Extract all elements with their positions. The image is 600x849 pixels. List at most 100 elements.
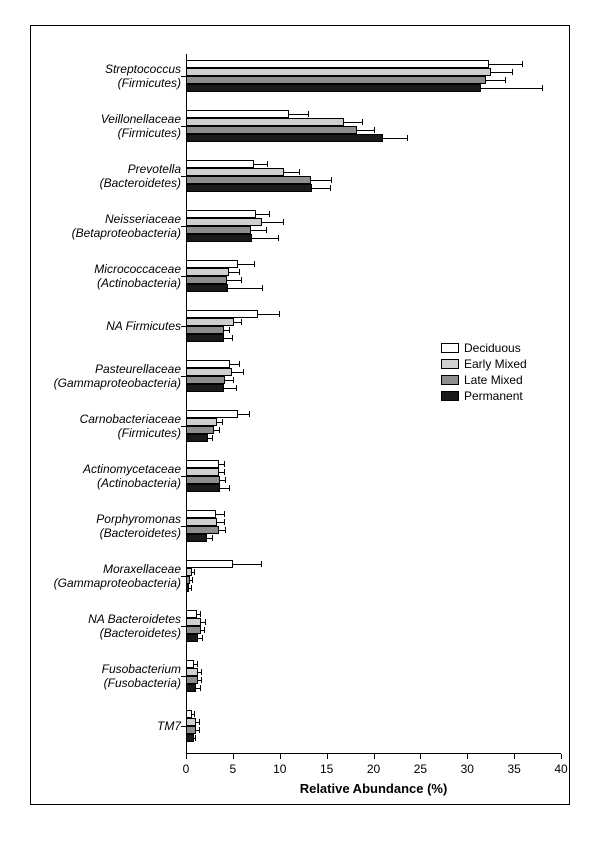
category-label-line1: Neisseriaceae (105, 212, 186, 226)
error-bar (486, 80, 505, 81)
category-label-line1: NA Firmicutes (106, 319, 186, 333)
error-cap (269, 211, 270, 217)
error-cap (278, 235, 279, 241)
error-cap (229, 485, 230, 491)
error-cap (522, 61, 523, 67)
error-bar (227, 280, 241, 281)
category-label-line2: (Bacteroidetes) (100, 526, 186, 540)
bar (186, 434, 208, 442)
error-cap (542, 85, 543, 91)
error-cap (299, 169, 300, 175)
bar (186, 160, 254, 168)
x-tick (280, 754, 281, 759)
legend: DeciduousEarly MixedLate MixedPermanent (441, 341, 527, 405)
bar (186, 360, 230, 368)
error-cap (200, 611, 201, 617)
bar (186, 134, 383, 142)
error-cap (266, 227, 267, 233)
error-bar (252, 238, 278, 239)
error-bar (234, 322, 242, 323)
bar (186, 468, 219, 476)
bar (186, 234, 252, 242)
error-cap (262, 285, 263, 291)
x-tick-label: 35 (507, 762, 520, 776)
bar (186, 176, 311, 184)
error-cap (261, 561, 262, 567)
error-bar (312, 188, 331, 189)
category-label-line2: (Actinobacteria) (97, 276, 186, 290)
bar (186, 318, 234, 326)
bar (186, 476, 220, 484)
bar (186, 484, 220, 492)
error-cap (222, 419, 223, 425)
error-cap (283, 219, 284, 225)
error-bar (228, 288, 262, 289)
y-axis (186, 54, 187, 754)
bar (186, 218, 262, 226)
error-cap (505, 77, 506, 83)
error-cap (374, 127, 375, 133)
error-bar (256, 214, 268, 215)
bar (186, 334, 224, 342)
error-cap (233, 377, 234, 383)
bar (186, 618, 201, 626)
legend-item: Deciduous (441, 341, 527, 355)
bar (186, 60, 489, 68)
error-cap (201, 677, 202, 683)
legend-swatch (441, 391, 459, 401)
category-label-line1: Veillonellaceae (101, 112, 186, 126)
error-bar (254, 164, 267, 165)
error-cap (330, 185, 331, 191)
x-tick (374, 754, 375, 759)
error-cap (243, 369, 244, 375)
error-bar (481, 88, 542, 89)
bar (186, 76, 486, 84)
bar (186, 376, 225, 384)
legend-label: Deciduous (464, 341, 521, 355)
error-bar (344, 122, 363, 123)
error-cap (224, 519, 225, 525)
error-cap (249, 411, 250, 417)
bar (186, 118, 344, 126)
error-cap (308, 111, 309, 117)
error-cap (236, 385, 237, 391)
legend-swatch (441, 359, 459, 369)
error-cap (224, 461, 225, 467)
error-bar (224, 388, 236, 389)
error-cap (229, 327, 230, 333)
bar (186, 110, 289, 118)
error-bar (229, 272, 238, 273)
x-tick-label: 20 (367, 762, 380, 776)
error-cap (194, 569, 195, 575)
category-label-line1: Moraxellaceae (103, 562, 186, 576)
x-tick-label: 10 (273, 762, 286, 776)
x-tick-label: 25 (414, 762, 427, 776)
error-bar (357, 130, 374, 131)
bar (186, 726, 196, 734)
bar (186, 518, 217, 526)
bar (186, 310, 258, 318)
bar (186, 276, 227, 284)
bar (186, 660, 194, 668)
error-cap (195, 735, 196, 741)
bar (186, 184, 312, 192)
error-cap (512, 69, 513, 75)
error-cap (279, 311, 280, 317)
x-tick (327, 754, 328, 759)
error-cap (199, 727, 200, 733)
error-bar (289, 114, 308, 115)
category-label-line1: Carnobacteriaceae (80, 412, 186, 426)
plot-area: Relative Abundance (%) 0510152025303540S… (186, 54, 561, 754)
x-tick (561, 754, 562, 759)
x-tick-label: 30 (461, 762, 474, 776)
legend-item: Permanent (441, 389, 527, 403)
bar (186, 460, 219, 468)
error-bar (224, 338, 232, 339)
error-cap (194, 711, 195, 717)
error-cap (204, 627, 205, 633)
x-tick (467, 754, 468, 759)
bar (186, 634, 198, 642)
category-label-line1: Pasteurellaceae (95, 362, 186, 376)
bar (186, 610, 197, 618)
bar (186, 284, 228, 292)
